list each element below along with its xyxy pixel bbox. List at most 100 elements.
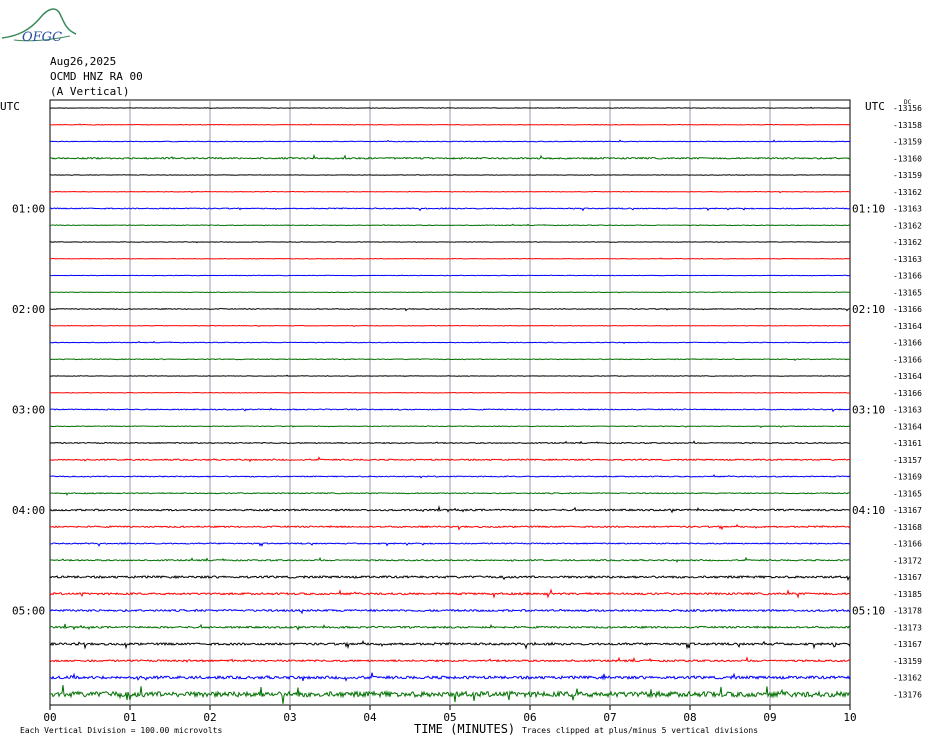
left-utc-label: UTC xyxy=(0,100,20,113)
trace-offset-label: -13178 xyxy=(893,607,922,616)
right-hour-label: 02:10 xyxy=(852,303,885,316)
x-tick-label: 08 xyxy=(683,711,696,724)
seismic-trace xyxy=(49,623,851,631)
trace-offset-label: -13168 xyxy=(893,523,922,532)
seismic-trace xyxy=(49,556,851,563)
trace-offset-label: -13173 xyxy=(893,623,922,632)
trace-offset-label: -13162 xyxy=(893,188,922,197)
trace-offset-label: -13166 xyxy=(893,272,922,281)
trace-offset-label: -13162 xyxy=(893,238,922,247)
trace-offset-label: -13166 xyxy=(893,339,922,348)
left-hour-label: 05:00 xyxy=(12,605,45,618)
x-tick-label: 07 xyxy=(603,711,616,724)
seismic-trace xyxy=(49,391,851,394)
x-tick-label: 06 xyxy=(523,711,536,724)
trace-offset-label: -13165 xyxy=(893,489,922,498)
seismic-trace xyxy=(49,153,851,160)
trace-offset-label: -13160 xyxy=(893,154,922,163)
seismic-trace xyxy=(49,574,851,582)
seismic-trace xyxy=(49,492,851,496)
x-axis-label: TIME (MINUTES) xyxy=(414,722,515,736)
x-tick-label: 02 xyxy=(203,711,216,724)
seismic-trace xyxy=(49,139,851,143)
trace-offset-label: -13172 xyxy=(893,556,922,565)
seismic-trace xyxy=(49,505,851,514)
left-hour-label: 01:00 xyxy=(12,203,45,216)
seismic-trace xyxy=(49,640,851,650)
logo-swoosh-tail-icon xyxy=(13,35,71,42)
trace-offset-label: -13166 xyxy=(893,389,922,398)
seismic-trace xyxy=(49,425,851,429)
vertical-gridlines xyxy=(129,100,771,705)
seismic-trace xyxy=(49,523,851,531)
corner-mark: DC xyxy=(904,99,912,106)
trace-offset-label: -13161 xyxy=(893,439,922,448)
trace-offset-label: -13162 xyxy=(893,674,922,683)
x-tick-label: 04 xyxy=(363,711,377,724)
seismic-trace xyxy=(49,241,851,244)
trace-offset-label: -13159 xyxy=(893,171,922,180)
chart-date: Aug26,2025 xyxy=(50,55,116,68)
trace-offset-label: -13163 xyxy=(893,406,922,415)
seismic-trace xyxy=(49,324,851,327)
ofgc-logo: OFGC xyxy=(1,8,77,45)
left-hour-label: 02:00 xyxy=(12,303,45,316)
seismic-trace xyxy=(49,358,851,362)
right-hour-label: 03:10 xyxy=(852,404,885,417)
seismic-trace xyxy=(49,656,850,663)
component-label: (A Vertical) xyxy=(50,85,129,98)
trace-offset-labels: -13156 -13158 -13159 -13160 -13159 -13162 -131… xyxy=(893,104,922,699)
seismic-trace xyxy=(49,291,851,294)
right-hour-label: 04:10 xyxy=(852,504,885,517)
logo-swoosh-icon xyxy=(1,8,77,39)
seismic-trace xyxy=(49,588,851,599)
logo-text: OFGC xyxy=(22,30,62,45)
station-code: OCMD HNZ RA 00 xyxy=(50,70,143,83)
trace-offset-label: -13158 xyxy=(893,121,922,130)
seismic-trace xyxy=(49,174,851,176)
seismic-trace xyxy=(49,190,851,194)
scale-note: Each Vertical Division = 100.00 microvol… xyxy=(20,726,222,735)
seismic-trace xyxy=(49,257,851,260)
seismic-trace xyxy=(49,541,851,547)
trace-offset-label: -13163 xyxy=(893,255,922,264)
x-tick-label: 10 xyxy=(843,711,856,724)
trace-offset-label: -13166 xyxy=(893,305,922,314)
seismic-traces xyxy=(49,106,851,704)
seismic-trace xyxy=(49,407,851,413)
trace-offset-label: -13165 xyxy=(893,288,922,297)
trace-offset-label: -13176 xyxy=(893,690,922,699)
right-hour-label: 01:10 xyxy=(852,203,885,216)
seismic-trace xyxy=(49,474,851,479)
trace-offset-label: -13166 xyxy=(893,540,922,549)
x-tick-label: 09 xyxy=(763,711,776,724)
left-hour-label: 04:00 xyxy=(12,504,45,517)
trace-offset-label: -13156 xyxy=(893,104,922,113)
right-hour-label: 05:10 xyxy=(852,605,885,618)
seismic-trace xyxy=(49,340,851,344)
trace-offset-label: -13164 xyxy=(893,322,922,331)
x-axis-ticks: 00 01 02 03 04 05 06 07 08 09 10 xyxy=(43,705,857,724)
x-tick-label: 00 xyxy=(43,711,56,724)
seismic-trace xyxy=(49,374,851,377)
x-tick-label: 01 xyxy=(123,711,136,724)
trace-offset-label: -13167 xyxy=(893,506,922,515)
hour-labels: 01:00 02:00 03:00 04:00 05:00 01:10 02:10 03:10… xyxy=(12,203,885,618)
left-hour-label: 03:00 xyxy=(12,404,45,417)
trace-offset-label: -13162 xyxy=(893,221,922,230)
seismic-trace xyxy=(49,223,851,227)
seismic-trace xyxy=(49,123,851,126)
trace-offset-label: -13164 xyxy=(893,372,922,381)
trace-offset-label: -13163 xyxy=(893,205,922,214)
trace-offset-label: -13167 xyxy=(893,573,922,582)
seismic-trace xyxy=(49,106,851,110)
right-utc-label: UTC xyxy=(865,100,885,113)
seismic-trace xyxy=(49,685,851,704)
x-tick-label: 05 xyxy=(443,711,456,724)
trace-offset-label: -13159 xyxy=(893,138,922,147)
seismic-trace xyxy=(49,307,851,312)
seismic-trace xyxy=(49,608,851,615)
clip-note: Traces clipped at plus/minus 5 vertical … xyxy=(522,726,758,735)
seismic-trace xyxy=(49,440,851,445)
